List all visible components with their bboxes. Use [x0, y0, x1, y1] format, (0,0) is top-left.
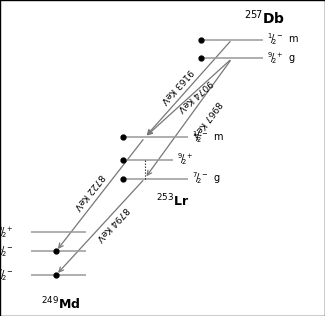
- Text: $^{1}\!/\!_2$$^{−}$  m: $^{1}\!/\!_2$$^{−}$ m: [192, 130, 225, 145]
- Text: $^{7}\!/\!_2$$^{−}$: $^{7}\!/\!_2$$^{−}$: [0, 267, 13, 283]
- Text: $^{249}$Md: $^{249}$Md: [41, 296, 80, 312]
- Text: $^{9}\!/\!_2$$^{+}$: $^{9}\!/\!_2$$^{+}$: [177, 152, 194, 167]
- Text: $^{9}\!/\!_2$$^{+}$: $^{9}\!/\!_2$$^{+}$: [0, 224, 13, 240]
- Text: 8722 KeV: 8722 KeV: [72, 172, 105, 211]
- Text: $^{1}\!/\!_2$$^{−}$: $^{1}\!/\!_2$$^{−}$: [0, 243, 13, 259]
- Text: $^{9}\!/\!_2$$^{+}$  g: $^{9}\!/\!_2$$^{+}$ g: [267, 51, 297, 66]
- Text: 8794 KeV: 8794 KeV: [94, 205, 130, 242]
- Text: 8967 KeV: 8967 KeV: [190, 99, 222, 138]
- Text: 9163 KeV: 9163 KeV: [159, 66, 194, 104]
- Text: 9074 KeV: 9074 KeV: [175, 77, 213, 112]
- Text: $^{7}\!/\!_2$$^{−}$  g: $^{7}\!/\!_2$$^{−}$ g: [192, 171, 221, 186]
- Text: $^{1}\!/\!_2$$^{−}$  m: $^{1}\!/\!_2$$^{−}$ m: [267, 32, 300, 47]
- Text: $^{253}$Lr: $^{253}$Lr: [156, 192, 189, 209]
- Text: $^{257}$Db: $^{257}$Db: [244, 8, 285, 27]
